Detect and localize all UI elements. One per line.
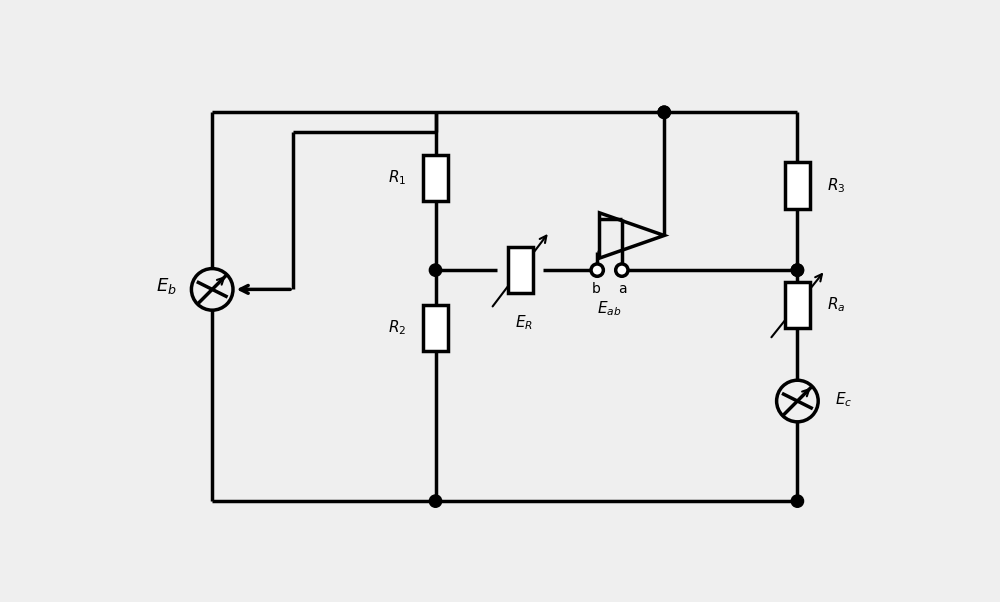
Text: $E_R$: $E_R$ (515, 313, 533, 332)
Text: $E_b$: $E_b$ (156, 276, 176, 296)
Bar (508, 247, 533, 293)
Circle shape (658, 106, 670, 119)
Text: $E_c$: $E_c$ (835, 390, 852, 409)
Bar (423, 155, 448, 201)
Circle shape (429, 495, 442, 507)
Text: $R_3$: $R_3$ (827, 176, 845, 195)
Circle shape (591, 264, 603, 276)
Text: $R_2$: $R_2$ (388, 318, 406, 337)
Text: a: a (618, 282, 627, 296)
Circle shape (791, 264, 804, 276)
Text: $E_{ab}$: $E_{ab}$ (597, 299, 622, 318)
Text: $R_1$: $R_1$ (388, 169, 406, 187)
Circle shape (791, 495, 804, 507)
Circle shape (616, 264, 628, 276)
Text: $R_a$: $R_a$ (827, 296, 845, 314)
Circle shape (658, 106, 670, 119)
Circle shape (429, 264, 442, 276)
Bar (785, 163, 810, 208)
Bar (785, 282, 810, 328)
Bar (423, 305, 448, 351)
Circle shape (791, 264, 804, 276)
Text: b: b (592, 282, 601, 296)
